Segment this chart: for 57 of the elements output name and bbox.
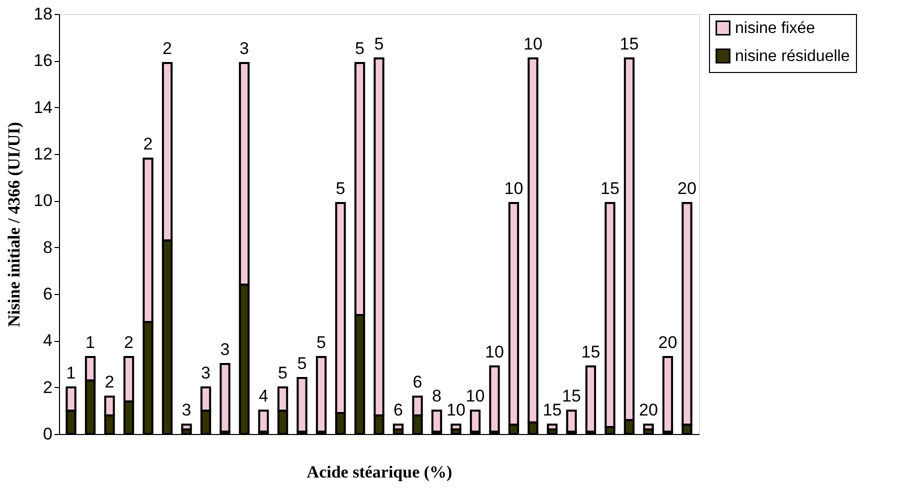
y-tick-label: 8 bbox=[43, 238, 52, 257]
annotation: 5 bbox=[336, 179, 346, 198]
y-axis-title: Nisine initiale / 4366 (UI/UI) bbox=[4, 122, 24, 327]
bar bbox=[585, 365, 596, 433]
annotation: 10 bbox=[504, 179, 524, 198]
y-tick-label: 14 bbox=[34, 98, 52, 117]
annotation: 6 bbox=[412, 372, 422, 392]
annotation: 15 bbox=[542, 400, 562, 420]
bar bbox=[566, 410, 577, 433]
bar bbox=[220, 363, 230, 433]
y-tick-label: 12 bbox=[34, 144, 52, 164]
annotation: 4 bbox=[258, 386, 268, 406]
annotation: 5 bbox=[374, 34, 384, 54]
annotation: 5 bbox=[278, 363, 288, 382]
bar bbox=[662, 356, 674, 433]
annotation: 5 bbox=[316, 333, 326, 352]
y-tick-label: 4 bbox=[43, 331, 52, 350]
y-tick-label: 0 bbox=[43, 424, 52, 444]
annotation: 2 bbox=[104, 372, 114, 392]
legend-label: nisine fixée bbox=[735, 20, 816, 37]
annotation: 10 bbox=[524, 34, 542, 54]
bar bbox=[470, 410, 481, 433]
x-axis-title: Acide stéarique (%) bbox=[306, 462, 452, 482]
annotation: 20 bbox=[639, 400, 658, 420]
annotation: 1 bbox=[66, 363, 76, 382]
bar bbox=[258, 410, 269, 433]
annotation: 6 bbox=[394, 400, 403, 420]
legend-label: nisine résiduelle bbox=[735, 48, 850, 65]
annotation: 15 bbox=[600, 179, 620, 198]
y-tick-label: 2 bbox=[43, 378, 52, 397]
annotation: 15 bbox=[581, 342, 600, 362]
y-tick-label: 10 bbox=[34, 191, 52, 210]
annotation: 2 bbox=[143, 134, 153, 154]
annotation: 3 bbox=[240, 39, 249, 58]
annotation: 5 bbox=[355, 39, 364, 58]
annotation: 15 bbox=[620, 34, 639, 54]
annotation: 3 bbox=[201, 363, 210, 382]
bar bbox=[296, 377, 308, 433]
annotation: 15 bbox=[562, 386, 581, 406]
annotation: 10 bbox=[466, 386, 485, 406]
annotation: 20 bbox=[678, 179, 696, 198]
y-tick-label: 16 bbox=[34, 51, 52, 70]
annotation: 2 bbox=[162, 39, 172, 58]
bar bbox=[431, 410, 442, 433]
annotation: 3 bbox=[182, 400, 192, 420]
annotation: 10 bbox=[446, 400, 466, 420]
bar bbox=[316, 356, 327, 433]
y-tick-label: 18 bbox=[34, 4, 52, 24]
annotation: 3 bbox=[220, 340, 230, 359]
annotation: 5 bbox=[297, 354, 307, 373]
annotation: 10 bbox=[485, 342, 504, 362]
bar bbox=[489, 365, 500, 433]
annotation: 8 bbox=[432, 386, 442, 406]
annotation: 2 bbox=[124, 333, 134, 352]
y-tick-label: 6 bbox=[43, 284, 52, 304]
annotation: 20 bbox=[658, 333, 678, 352]
annotation: 1 bbox=[86, 333, 96, 352]
